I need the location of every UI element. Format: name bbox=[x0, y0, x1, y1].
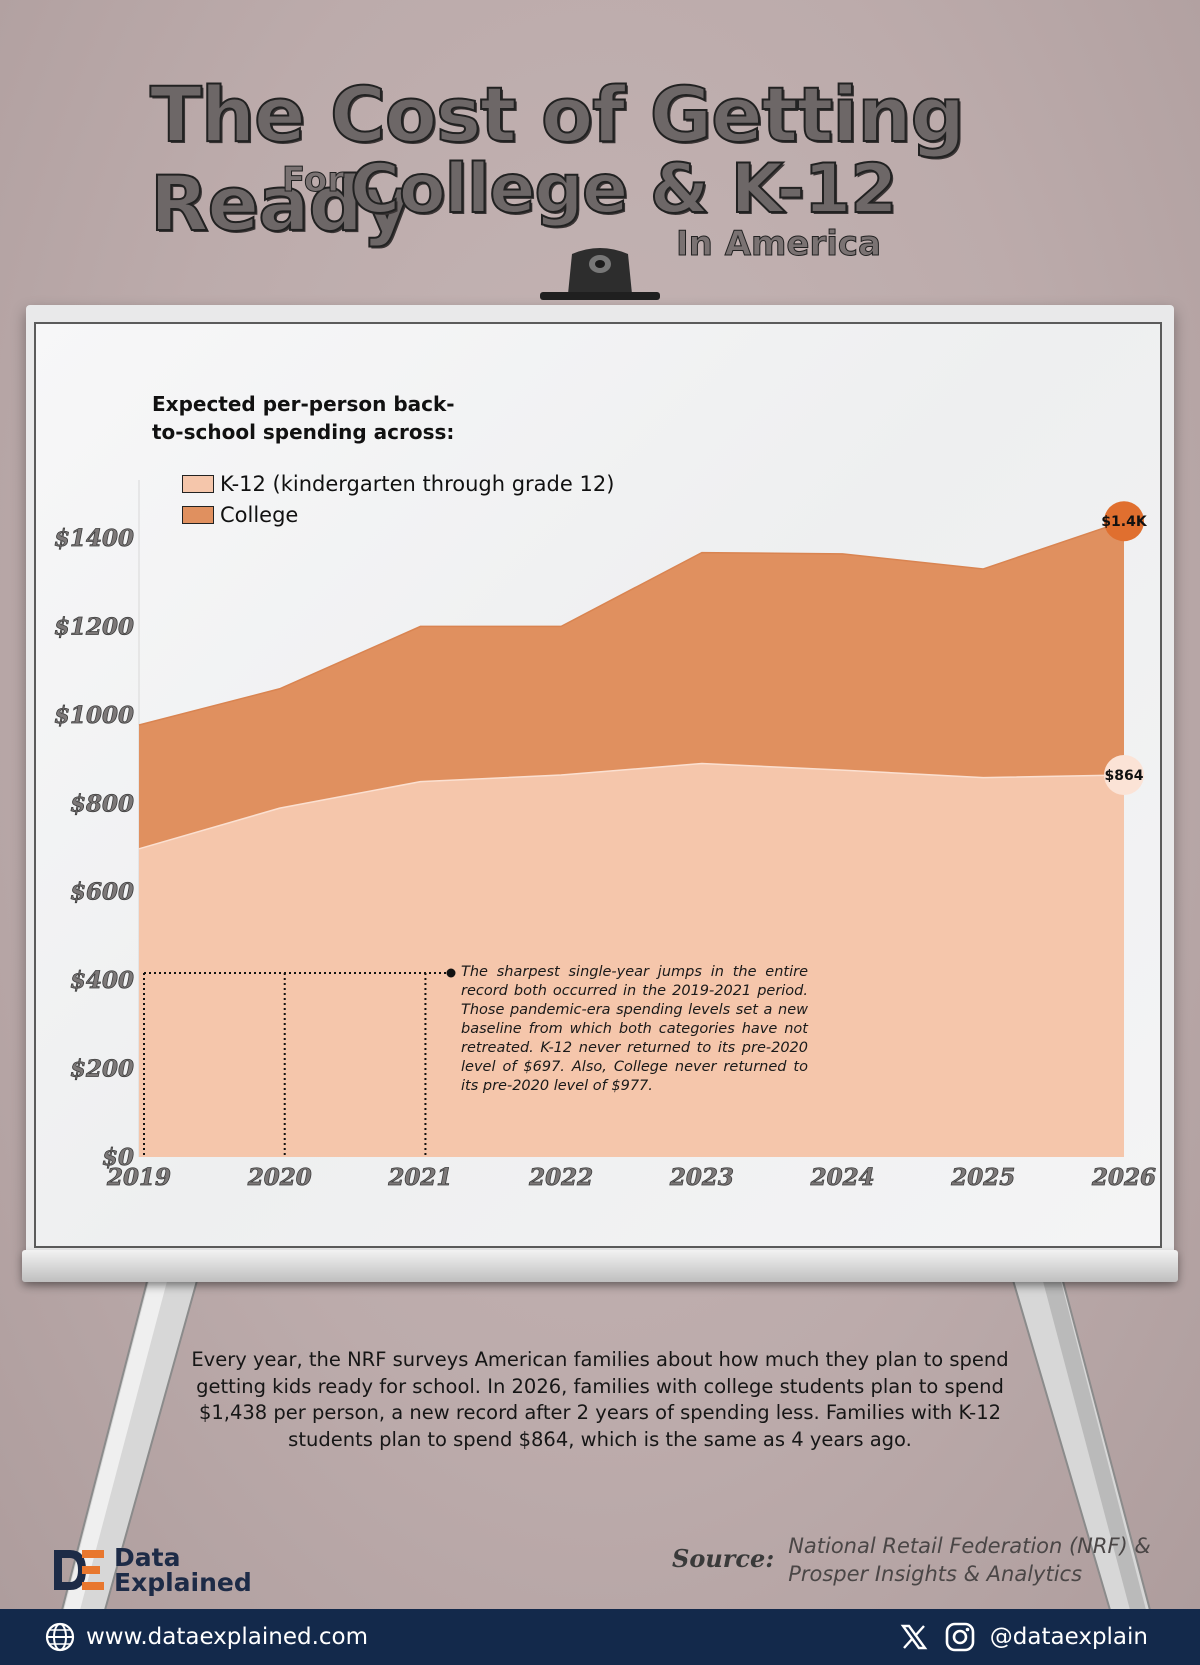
y-tick-label: $400 bbox=[70, 967, 134, 994]
footer-website[interactable]: www.dataexplained.com bbox=[44, 1621, 368, 1653]
y-tick-label: $0 bbox=[102, 1144, 134, 1171]
website-link[interactable]: www.dataexplained.com bbox=[86, 1624, 369, 1650]
social-handle[interactable]: @dataexplain bbox=[989, 1624, 1148, 1650]
title-block: The Cost of Getting Ready For College & … bbox=[0, 0, 1200, 280]
area-k12 bbox=[139, 763, 1124, 1157]
legend-item-college: College bbox=[182, 499, 614, 530]
y-tick-label: $1200 bbox=[54, 613, 134, 640]
title-line-1: The Cost of Getting Ready bbox=[149, 69, 966, 249]
source-line-2: Prosper Insights & Analytics bbox=[788, 1562, 1083, 1586]
x-tick-label: 2021 bbox=[387, 1164, 452, 1191]
x-tick-label: 2025 bbox=[950, 1164, 1015, 1191]
y-tick-label: $800 bbox=[70, 790, 134, 817]
source-text: National Retail Federation (NRF) & Prosp… bbox=[788, 1532, 1151, 1588]
source-line-1: National Retail Federation (NRF) & bbox=[788, 1534, 1151, 1558]
title-for: For bbox=[282, 160, 345, 201]
x-tick-label: 2022 bbox=[528, 1164, 593, 1191]
whiteboard-tray bbox=[22, 1250, 1178, 1282]
line-college bbox=[138, 520, 1125, 726]
chart-title: Expected per-person back- to-school spen… bbox=[152, 390, 512, 446]
legend-item-k12: K-12 (kindergarten through grade 12) bbox=[182, 468, 614, 499]
y-tick-label: $200 bbox=[70, 1056, 134, 1083]
chart-legend: K-12 (kindergarten through grade 12) Col… bbox=[182, 468, 614, 530]
end-label-text: $1.4K bbox=[1101, 514, 1148, 530]
brand-line-2: Explained bbox=[114, 1568, 252, 1597]
chart-title-line-1: Expected per-person back- bbox=[152, 392, 455, 416]
brand-logo: Data Explained bbox=[52, 1545, 252, 1595]
x-tick-label: 2019 bbox=[106, 1164, 171, 1191]
chart-title-line-2: to-school spending across: bbox=[152, 420, 455, 444]
end-label-text: $864 bbox=[1105, 768, 1144, 784]
brand-line-1: Data bbox=[114, 1543, 181, 1572]
globe-icon bbox=[45, 1622, 75, 1652]
source-block: Source: National Retail Federation (NRF)… bbox=[672, 1532, 1151, 1588]
instagram-icon[interactable] bbox=[944, 1621, 976, 1653]
x-tick-label: 2020 bbox=[247, 1164, 312, 1191]
x-tick-label: 2024 bbox=[810, 1164, 875, 1191]
legend-label-k12: K-12 (kindergarten through grade 12) bbox=[220, 471, 615, 496]
y-tick-label: $1400 bbox=[54, 525, 134, 552]
brand-name: Data Explained bbox=[114, 1545, 252, 1595]
title-line-3: In America bbox=[675, 224, 882, 265]
end-label-marker bbox=[1104, 501, 1144, 542]
y-tick-label: $600 bbox=[70, 879, 134, 906]
board-clip-icon bbox=[540, 248, 660, 300]
y-tick-label: $1000 bbox=[54, 702, 134, 729]
legend-swatch-college bbox=[182, 505, 214, 524]
line-k12 bbox=[138, 762, 1125, 850]
x-tick-label: 2023 bbox=[669, 1164, 734, 1191]
footer-bar: www.dataexplained.com @dataexplain bbox=[0, 1609, 1200, 1665]
legend-swatch-k12 bbox=[182, 474, 214, 493]
footer-social: @dataexplain bbox=[900, 1621, 1148, 1653]
source-label: Source: bbox=[672, 1544, 775, 1573]
end-label-marker bbox=[1104, 754, 1144, 795]
legend-label-college: College bbox=[220, 502, 299, 527]
x-tick-label: 2026 bbox=[1091, 1164, 1156, 1191]
description-paragraph: Every year, the NRF surveys American fam… bbox=[191, 1348, 1009, 1451]
x-logo-icon[interactable] bbox=[900, 1623, 928, 1651]
annotation-dot bbox=[446, 968, 456, 978]
data-explained-logo-icon bbox=[54, 1550, 104, 1590]
chart-annotation: The sharpest single-year jumps in the en… bbox=[461, 964, 808, 1094]
title-line-2: College & K-12 bbox=[349, 149, 898, 230]
